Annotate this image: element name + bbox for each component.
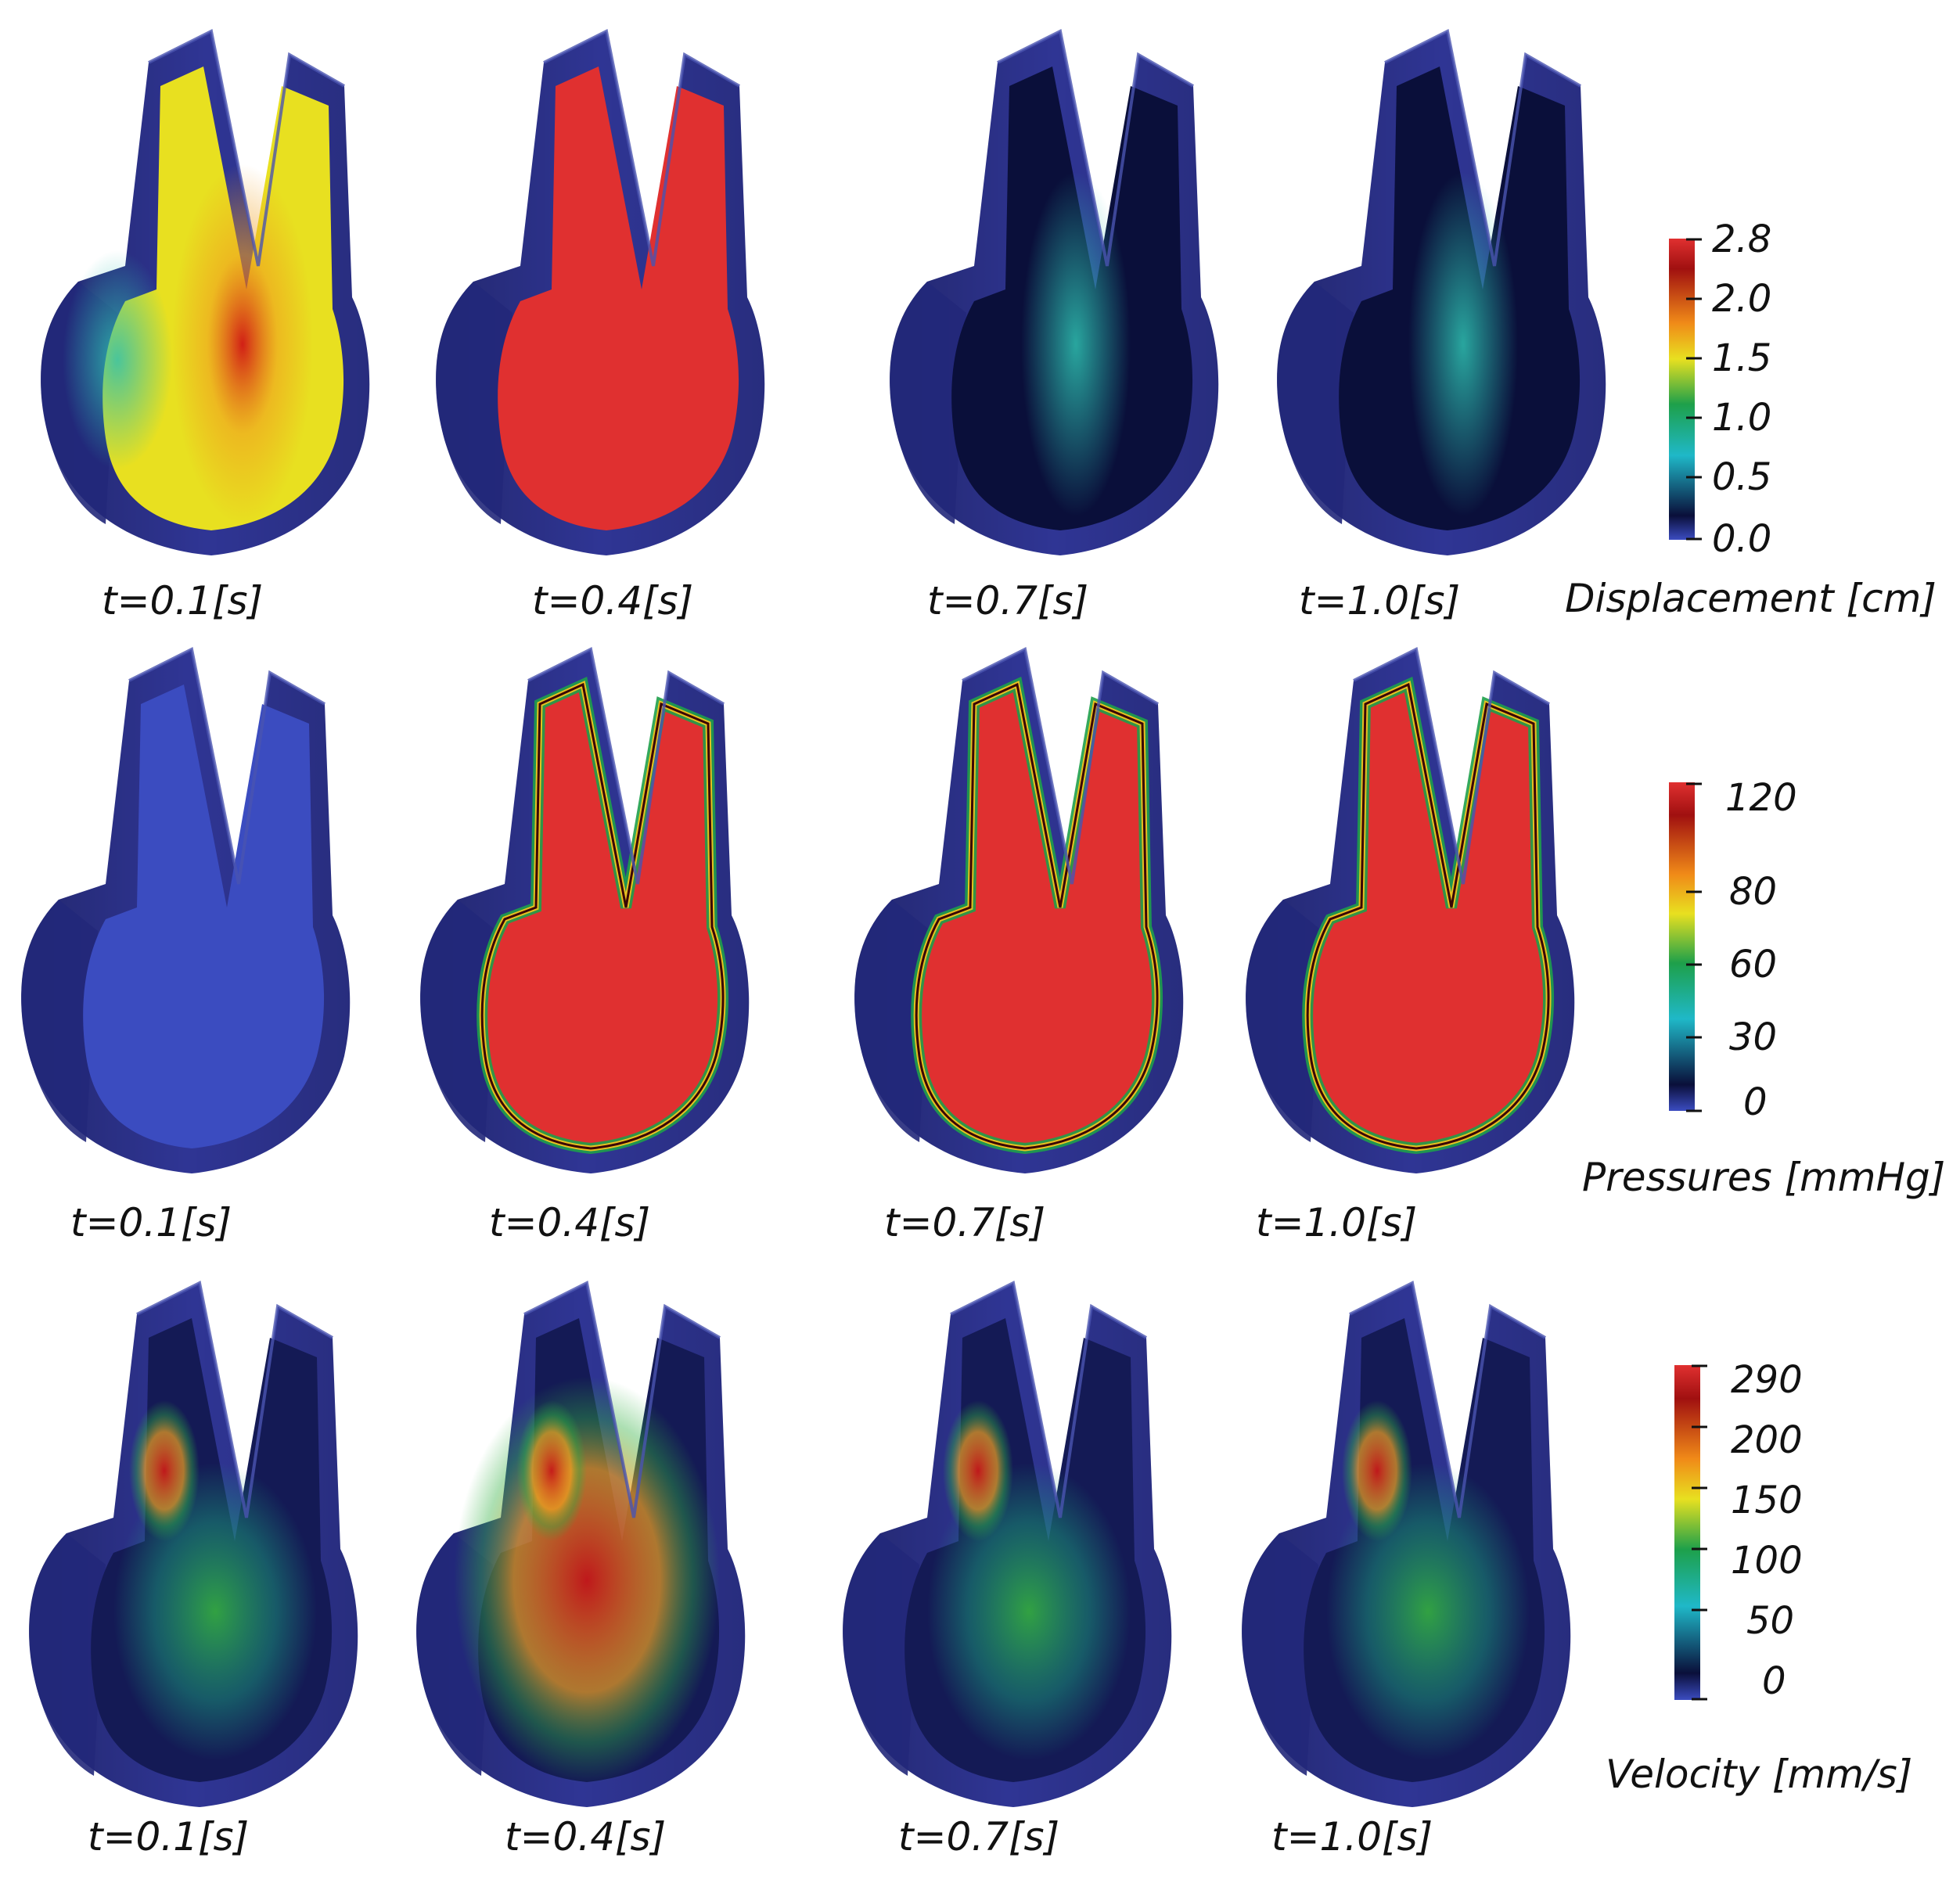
time-label: t=0.7[s] [884, 1200, 1045, 1245]
heart-panel-displacement-2 [436, 29, 765, 555]
vessel-edge [1349, 1281, 1546, 1518]
colorbar-tick-label: 30 [1729, 1015, 1777, 1059]
time-label: t=1.0[s] [1299, 578, 1460, 623]
colorbar-tick-label: 290 [1731, 1358, 1803, 1402]
time-label: t=0.1[s] [70, 1200, 232, 1245]
colorbar-tick-label: 1.5 [1712, 336, 1771, 380]
colorbar-tick-label: 0.0 [1712, 517, 1771, 561]
wall-side-face [854, 900, 931, 1142]
colorbar-gradient [1674, 1365, 1700, 1700]
pressure-rim-dark [915, 682, 1159, 1150]
colorbar-tick-label: 200 [1731, 1418, 1803, 1462]
time-label: t=0.4[s] [532, 578, 693, 623]
displacement-colorbar: 2.8 2.0 1.5 1.0 0.5 0.0 Displacement [cm… [1565, 217, 1937, 621]
time-label: t=1.0[s] [1271, 1814, 1433, 1860]
vessel-edge [527, 647, 725, 885]
colorbar-gradient [1669, 239, 1695, 540]
cut-surface [498, 66, 739, 530]
displacement-glow [1408, 172, 1518, 516]
colorbar-ticks [1686, 782, 1702, 1112]
colorbar-gradient [1669, 782, 1695, 1111]
time-label: t=1.0[s] [1256, 1200, 1417, 1245]
time-label: t=0.1[s] [88, 1814, 249, 1860]
colorbar-ticks [1686, 238, 1702, 541]
wall-side-face [21, 900, 99, 1142]
panels-layer [21, 29, 1606, 1807]
wall-side-face [436, 282, 512, 524]
colorbar-tick-label: 0.5 [1712, 455, 1771, 499]
heart-panel-velocity-4 [1242, 1281, 1571, 1807]
colorbar-tick-label: 80 [1729, 870, 1777, 914]
wall-side-face [29, 1533, 106, 1776]
colorbar-tick-label: 2.0 [1712, 277, 1771, 321]
colorbar-tick-label: 120 [1725, 776, 1797, 820]
colorbar-tick-label: 100 [1731, 1539, 1803, 1583]
vessel-edge [543, 29, 740, 267]
colorbar-tick-label: 150 [1731, 1479, 1803, 1522]
colorbar-tick-label: 50 [1746, 1599, 1794, 1643]
colorbar-tick-label: 2.8 [1712, 217, 1771, 261]
velocity-field [454, 1377, 720, 1784]
displacement-glow [63, 250, 172, 469]
vessel-edge [950, 1281, 1147, 1518]
colorbar-tick-label: 60 [1729, 943, 1777, 986]
vessel-edge [136, 1281, 333, 1518]
heart-panel-pressure-2 [420, 647, 750, 1173]
colorbar-ticks [1692, 1364, 1707, 1701]
heart-panel-pressure-4 [1246, 647, 1575, 1173]
displacement-hotspot [172, 164, 313, 524]
heart-panel-pressure-3 [854, 647, 1184, 1173]
vessel-edge [148, 29, 345, 267]
wall-side-face [1246, 900, 1322, 1142]
vessel-edge [962, 647, 1159, 885]
colorbar-title: Displacement [cm] [1565, 576, 1937, 621]
wall-side-face [843, 1533, 919, 1776]
displacement-glow [1021, 172, 1131, 516]
vessel-edge [997, 29, 1194, 267]
colorbar-tick-label: 0 [1762, 1659, 1786, 1703]
heart-panel-velocity-2 [416, 1281, 746, 1807]
heart-panel-displacement-4 [1277, 29, 1606, 555]
vessel-edge [128, 647, 325, 885]
time-label: t=0.4[s] [489, 1200, 650, 1245]
velocity-jet [943, 1400, 1013, 1541]
wall-side-face [1242, 1533, 1318, 1776]
vessel-edge [523, 1281, 721, 1518]
colorbar-tick-label: 0 [1743, 1080, 1768, 1124]
velocity-jet [129, 1400, 200, 1541]
velocity-jet [1342, 1400, 1412, 1541]
heart-panel-displacement-1 [41, 29, 370, 555]
time-label: t=0.7[s] [898, 1814, 1059, 1860]
cut-surface [83, 685, 325, 1148]
time-label: t=0.4[s] [505, 1814, 666, 1860]
vessel-edge [1353, 647, 1550, 885]
heart-panel-velocity-1 [29, 1281, 358, 1807]
heart-panel-velocity-3 [843, 1281, 1172, 1807]
velocity-colorbar: 290 200 150 100 50 0 Velocity [mm/s] [1606, 1358, 1912, 1797]
pressure-rim-dark [480, 682, 725, 1150]
wall-side-face [890, 282, 966, 524]
colorbar-title: Pressures [mmHg] [1582, 1155, 1945, 1200]
colorbar-tick-label: 1.0 [1712, 396, 1771, 440]
wall-side-face [420, 900, 497, 1142]
wall-side-face [1277, 282, 1354, 524]
time-label: t=0.1[s] [102, 578, 263, 623]
pressure-colorbar: 120 80 60 30 0 Pressures [mmHg] [1582, 776, 1945, 1200]
colorbar-title: Velocity [mm/s] [1606, 1752, 1912, 1797]
time-label: t=0.7[s] [927, 578, 1088, 623]
vessel-edge [1384, 29, 1581, 267]
heart-panel-displacement-3 [890, 29, 1219, 555]
pressure-rim-dark [1306, 682, 1550, 1150]
velocity-jet [516, 1400, 587, 1541]
heart-panel-pressure-1 [21, 647, 351, 1173]
